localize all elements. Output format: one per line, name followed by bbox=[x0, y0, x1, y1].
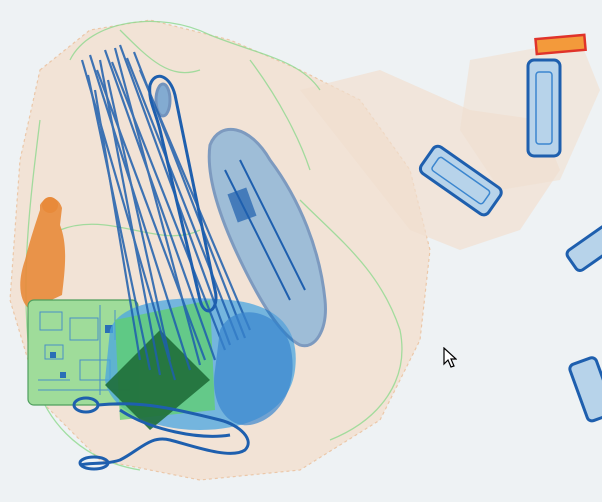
right-object-edge-1 bbox=[565, 224, 602, 272]
blue-rounded-object bbox=[214, 312, 293, 426]
right-object-tilted bbox=[418, 144, 503, 217]
mouse-pointer-icon bbox=[443, 347, 457, 368]
orange-organic-object bbox=[20, 197, 66, 310]
right-object-edge-2 bbox=[568, 356, 602, 423]
blue-oval-handle bbox=[148, 74, 218, 313]
detection-highlight-box[interactable] bbox=[534, 33, 587, 56]
cable-loops bbox=[72, 396, 250, 471]
wire-bundle bbox=[80, 44, 252, 381]
right-object-vertical bbox=[526, 58, 562, 158]
blue-tool-object bbox=[207, 127, 327, 348]
